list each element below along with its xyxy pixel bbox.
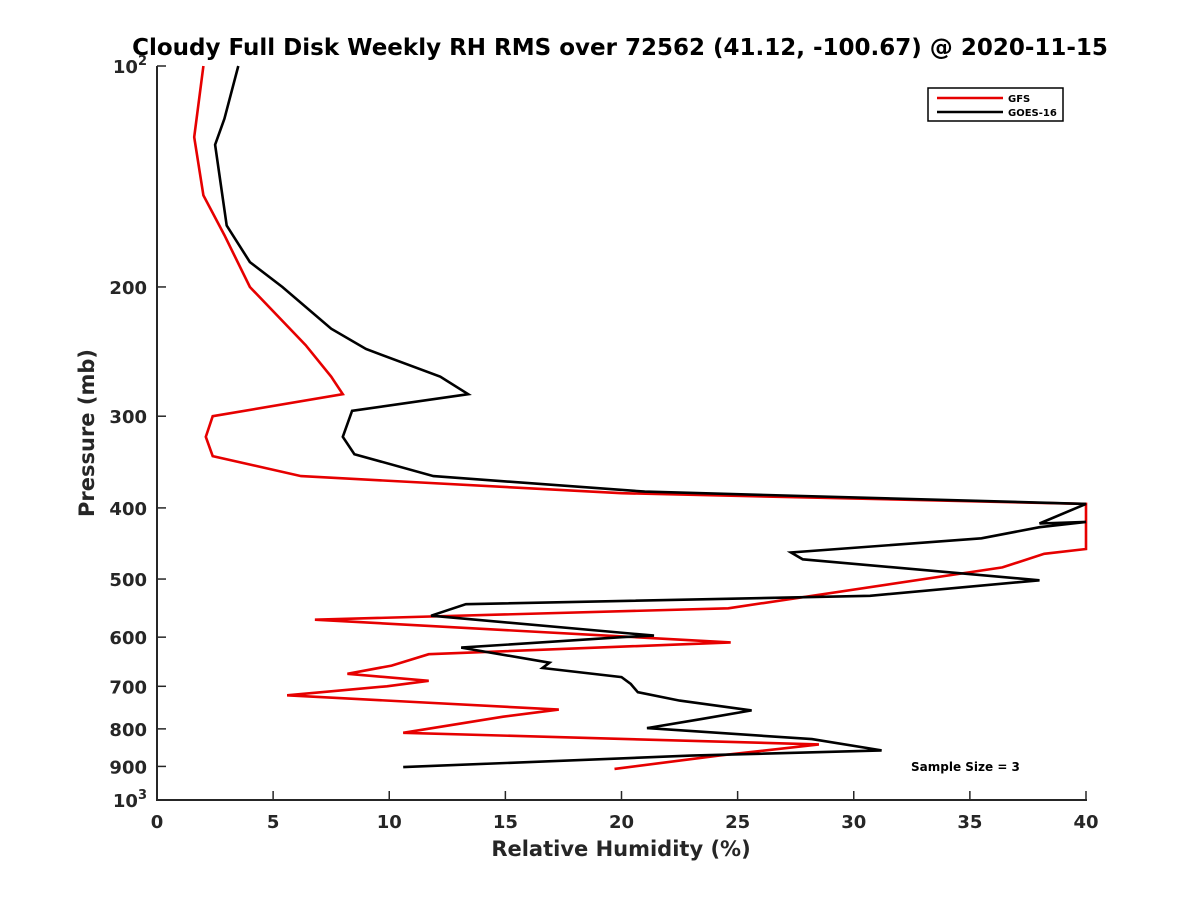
- plot-series: [192, 65, 1088, 771]
- y-tick-label-base: 400: [109, 499, 147, 520]
- x-tick-label: 10: [377, 812, 402, 833]
- x-tick-label: 30: [841, 812, 866, 833]
- series-line-gfs: [192, 65, 1088, 771]
- legend-label: GFS: [1008, 94, 1030, 105]
- y-tick-label-base: 10: [113, 57, 138, 78]
- y-tick-label-base: 500: [109, 570, 147, 591]
- x-tick-label: 5: [267, 812, 280, 833]
- legend: GFS GOES-16: [927, 87, 1064, 122]
- y-tick-label-base: 300: [109, 407, 147, 428]
- x-tick-label: 25: [725, 812, 750, 833]
- y-tick-label: 600: [109, 628, 147, 649]
- y-tick-label-base: 10: [113, 791, 138, 812]
- y-tick-label: 500: [109, 570, 147, 591]
- y-tick-label: 800: [109, 720, 147, 741]
- x-tick-label: 0: [151, 812, 164, 833]
- x-tick-label: 35: [957, 812, 982, 833]
- y-tick-label: 400: [109, 499, 147, 520]
- y-tick-label: 200: [109, 278, 147, 299]
- x-tick-label: 40: [1073, 812, 1098, 833]
- x-tick-label: 15: [493, 812, 518, 833]
- legend-box: [927, 87, 1064, 122]
- y-tick-label-exponent: 2: [138, 54, 147, 69]
- x-ticks: 0 5 10 15 20 25 30 35 40: [151, 791, 1099, 833]
- axes: [156, 66, 1087, 801]
- x-axis-label: Relative Humidity (%): [491, 837, 750, 861]
- y-tick-label: 900: [109, 757, 147, 778]
- series-line-goes-16: [213, 65, 1087, 769]
- chart-title: Cloudy Full Disk Weekly RH RMS over 7256…: [132, 35, 1108, 61]
- y-tick-label-base: 200: [109, 278, 147, 299]
- y-tick-label: 103: [113, 788, 147, 812]
- y-tick-label: 300: [109, 407, 147, 428]
- legend-label: GOES-16: [1008, 108, 1057, 119]
- y-tick-label-exponent: 3: [138, 788, 147, 803]
- sample-size-annotation: Sample Size = 3: [911, 760, 1020, 774]
- y-tick-label: 700: [109, 677, 147, 698]
- x-tick-label: 20: [609, 812, 634, 833]
- y-axis-label: Pressure (mb): [75, 349, 99, 517]
- y-tick-label-base: 600: [109, 628, 147, 649]
- y-tick-label-base: 700: [109, 677, 147, 698]
- y-tick-label: 102: [113, 54, 147, 78]
- y-tick-label-base: 900: [109, 757, 147, 778]
- y-tick-label-base: 800: [109, 720, 147, 741]
